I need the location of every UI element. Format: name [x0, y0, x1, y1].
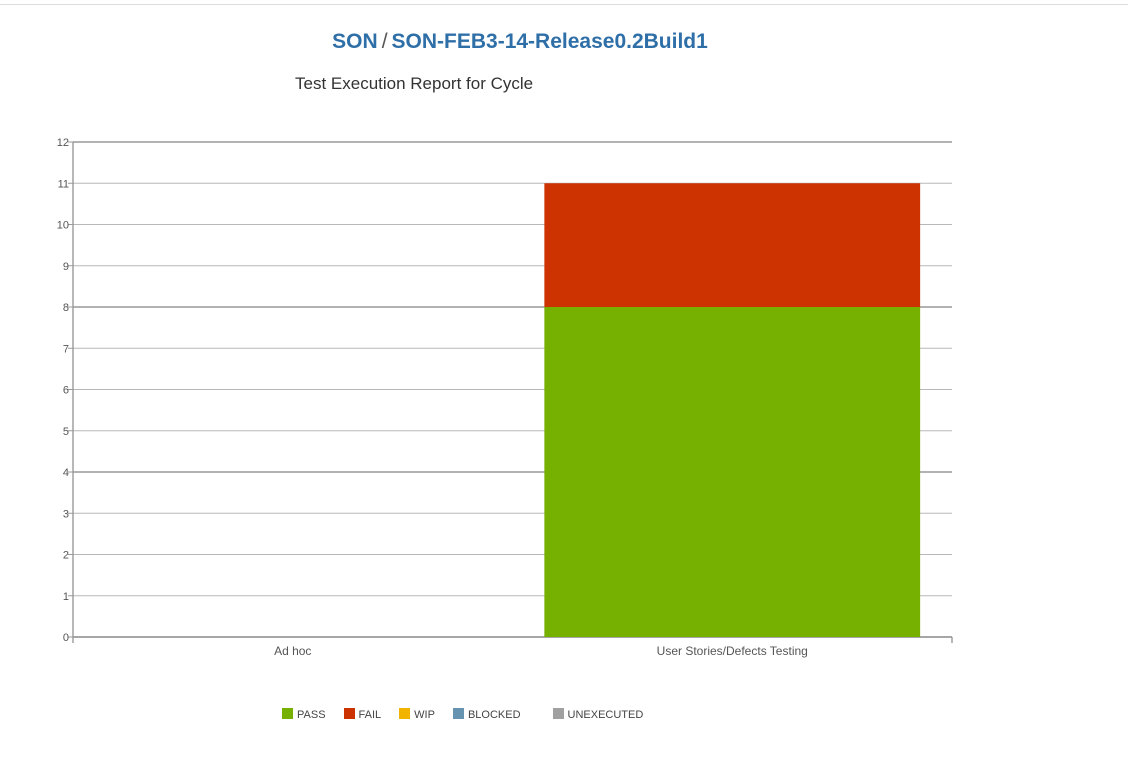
legend-swatch [344, 708, 355, 719]
y-tick-label: 1 [63, 591, 69, 603]
legend-swatch [399, 708, 410, 719]
y-tick-label: 7 [63, 343, 69, 355]
legend-item-blocked[interactable]: BLOCKED [453, 708, 521, 721]
x-tick-label: User Stories/Defects Testing [657, 644, 808, 658]
legend-label: WIP [414, 709, 435, 721]
chart-legend: PASS FAIL WIP BLOCKED UNEXECUTED [282, 708, 661, 721]
legend-item-fail[interactable]: FAIL [344, 708, 382, 721]
legend-swatch [282, 708, 293, 719]
legend-label: UNEXECUTED [568, 709, 644, 721]
bar-fail-1 [544, 183, 920, 307]
legend-item-pass[interactable]: PASS [282, 708, 326, 721]
y-tick-label: 2 [63, 550, 69, 562]
bar-pass-1 [544, 307, 920, 637]
y-tick-label: 12 [57, 137, 69, 149]
y-tick-label: 9 [63, 261, 69, 273]
y-tick-label: 0 [63, 632, 69, 644]
legend-label: FAIL [359, 709, 382, 721]
x-tick-label: Ad hoc [274, 644, 311, 658]
legend-label: BLOCKED [468, 709, 521, 721]
y-tick-label: 10 [57, 220, 69, 232]
legend-item-wip[interactable]: WIP [399, 708, 435, 721]
y-tick-label: 3 [63, 508, 69, 520]
y-tick-label: 4 [63, 467, 69, 479]
legend-label: PASS [297, 709, 326, 721]
y-tick-label: 6 [63, 385, 69, 397]
y-tick-label: 5 [63, 426, 69, 438]
legend-item-unexecuted[interactable]: UNEXECUTED [553, 708, 644, 721]
y-tick-label: 11 [58, 178, 69, 190]
y-tick-label: 8 [63, 302, 69, 314]
legend-swatch [453, 708, 464, 719]
legend-swatch [553, 708, 564, 719]
